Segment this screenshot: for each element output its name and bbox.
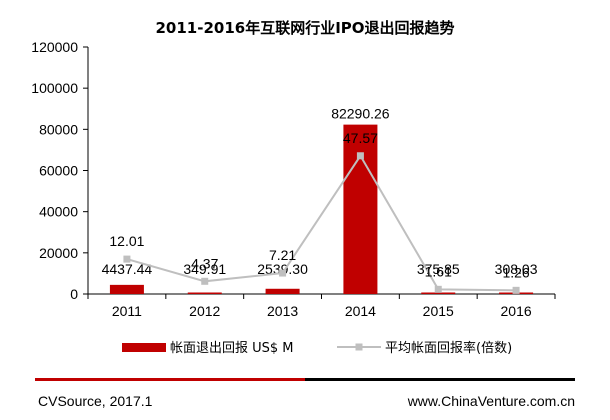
bar [109, 284, 144, 294]
x-tick-label: 2016 [501, 303, 532, 319]
line-marker [279, 269, 287, 277]
line-series: 12.01 4.37 7.21 47.57 1.61 1.26 [109, 130, 530, 294]
bar-data-label: 2539.30 [257, 261, 308, 277]
line-marker [201, 277, 209, 285]
x-tick-label: 2015 [423, 303, 454, 319]
line-marker [512, 286, 520, 294]
x-axis: 2011 2012 2013 2014 2015 2016 [87, 293, 556, 319]
y-tick-label: 80000 [39, 121, 78, 137]
legend-label-bar: 帐面退出回报 US$ M [170, 341, 294, 356]
bar [265, 288, 300, 294]
line-marker [123, 255, 131, 263]
legend: 帐面退出回报 US$ M 平均帐面回报率(倍数) [122, 340, 512, 356]
x-tick-label: 2014 [345, 303, 376, 319]
bar [343, 124, 378, 294]
line-data-label: 12.01 [109, 233, 144, 249]
y-tick-label: 120000 [31, 39, 78, 55]
footer-rule-red [35, 378, 305, 381]
x-tick-label: 2011 [112, 303, 142, 319]
y-tick-label: 60000 [39, 163, 78, 179]
x-tick-label: 2013 [267, 303, 298, 319]
x-tick-label: 2012 [189, 303, 220, 319]
line-data-label: 47.57 [343, 130, 378, 146]
chart-title: 2011-2016年互联网行业IPO退出回报趋势 [155, 19, 454, 37]
bar-data-label: 308.03 [495, 261, 538, 277]
y-tick-label: 0 [70, 286, 78, 302]
legend-label-line: 平均帐面回报率(倍数) [385, 340, 512, 356]
bar-data-label: 82290.26 [331, 106, 390, 122]
footer: CVSource, 2017.1 www.ChinaVenture.com.cn [35, 378, 575, 409]
line-path [126, 153, 517, 292]
bar [421, 292, 456, 294]
line-data-label: 1.61 [425, 263, 452, 279]
bar [187, 292, 222, 294]
legend-swatch-marker [355, 343, 363, 351]
y-tick-label: 100000 [31, 80, 78, 96]
line-data-label: 4.37 [191, 255, 218, 271]
y-axis: 0 20000 40000 60000 80000 100000 120000 [31, 39, 89, 302]
source-text: CVSource, 2017.1 [38, 393, 153, 409]
line-marker [434, 285, 442, 293]
legend-swatch-bar [122, 343, 166, 352]
footer-rule-black [305, 378, 575, 381]
line-data-label: 7.21 [269, 247, 296, 263]
y-tick-label: 20000 [39, 245, 78, 261]
line-data-label: 1.26 [502, 264, 529, 280]
bar-data-label: 349.91 [183, 261, 226, 277]
line-marker [356, 152, 364, 160]
bar-data-label: 4437.44 [102, 261, 153, 277]
website-text: www.ChinaVenture.com.cn [407, 393, 575, 409]
y-tick-label: 40000 [39, 204, 78, 220]
